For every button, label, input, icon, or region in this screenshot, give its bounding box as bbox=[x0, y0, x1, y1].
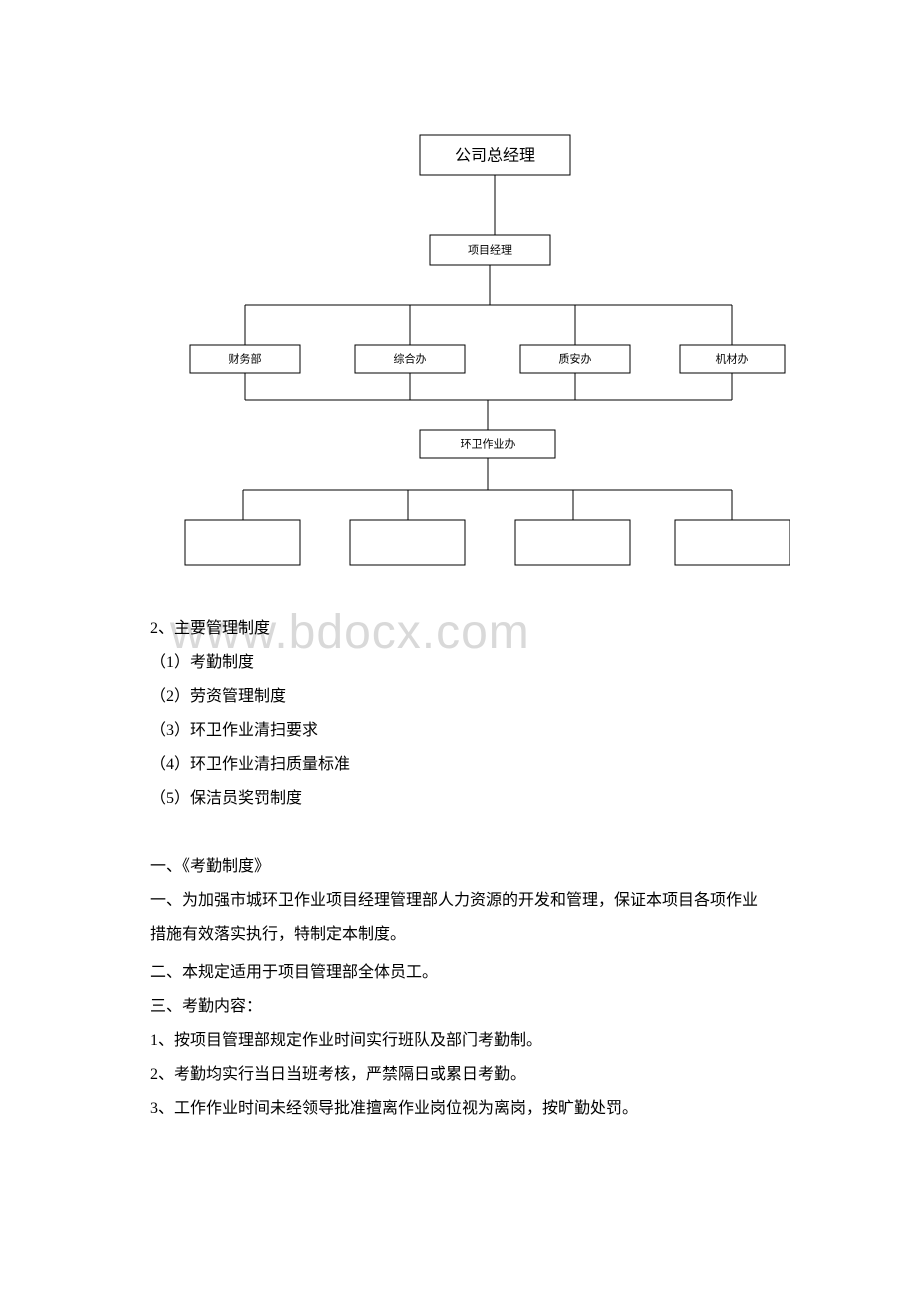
svg-text:公司总经理: 公司总经理 bbox=[455, 147, 535, 165]
svg-text:项目经理: 项目经理 bbox=[468, 244, 512, 257]
svg-text:质安办: 质安办 bbox=[559, 352, 592, 366]
node-l1 bbox=[185, 520, 300, 565]
list-item: （2）劳资管理制度 bbox=[150, 680, 770, 714]
node-d4: 机材办 bbox=[680, 345, 785, 373]
list-item: （5）保洁员奖罚制度 bbox=[150, 782, 770, 816]
node-root: 公司总经理 bbox=[420, 135, 570, 175]
policy-para: 二、本规定适用于项目管理部全体员工。 bbox=[150, 956, 770, 990]
node-d2: 综合办 bbox=[355, 345, 465, 373]
document-page: www.bdocx.com 公司总经理 项目经理 财务部 综合办 质安办 机材办 bbox=[0, 0, 920, 1302]
policy-para: 一、为加强市城环卫作业项目经理管理部人力资源的开发和管理，保证本项目各项作业措施… bbox=[150, 884, 770, 951]
svg-text:环卫作业办: 环卫作业办 bbox=[461, 438, 516, 451]
section-heading: 2、主要管理制度 bbox=[150, 612, 770, 646]
list-item: （1）考勤制度 bbox=[150, 646, 770, 680]
policy-para: 2、考勤均实行当日当班考核，严禁隔日或累日考勤。 bbox=[150, 1058, 770, 1092]
node-pm: 项目经理 bbox=[430, 235, 550, 265]
list-item: （3）环卫作业清扫要求 bbox=[150, 714, 770, 748]
list-item: （4）环卫作业清扫质量标准 bbox=[150, 748, 770, 782]
node-d3: 质安办 bbox=[520, 345, 630, 373]
policy-para: 三、考勤内容： bbox=[150, 990, 770, 1024]
node-d1: 财务部 bbox=[190, 345, 300, 373]
policy-para: 3、工作作业时间未经领导批准擅离作业岗位视为离岗，按旷勤处罚。 bbox=[150, 1092, 770, 1126]
policy-title: 一、《考勤制度》 bbox=[150, 850, 770, 884]
svg-text:机材办: 机材办 bbox=[716, 352, 749, 366]
node-l4 bbox=[675, 520, 790, 565]
policy-para: 1、按项目管理部规定作业时间实行班队及部门考勤制。 bbox=[150, 1024, 770, 1058]
svg-text:财务部: 财务部 bbox=[229, 352, 262, 366]
node-ops: 环卫作业办 bbox=[420, 430, 555, 458]
node-l3 bbox=[515, 520, 630, 565]
svg-text:综合办: 综合办 bbox=[394, 352, 427, 366]
node-l2 bbox=[350, 520, 465, 565]
org-chart: 公司总经理 项目经理 财务部 综合办 质安办 机材办 环卫作业办 bbox=[140, 120, 790, 600]
